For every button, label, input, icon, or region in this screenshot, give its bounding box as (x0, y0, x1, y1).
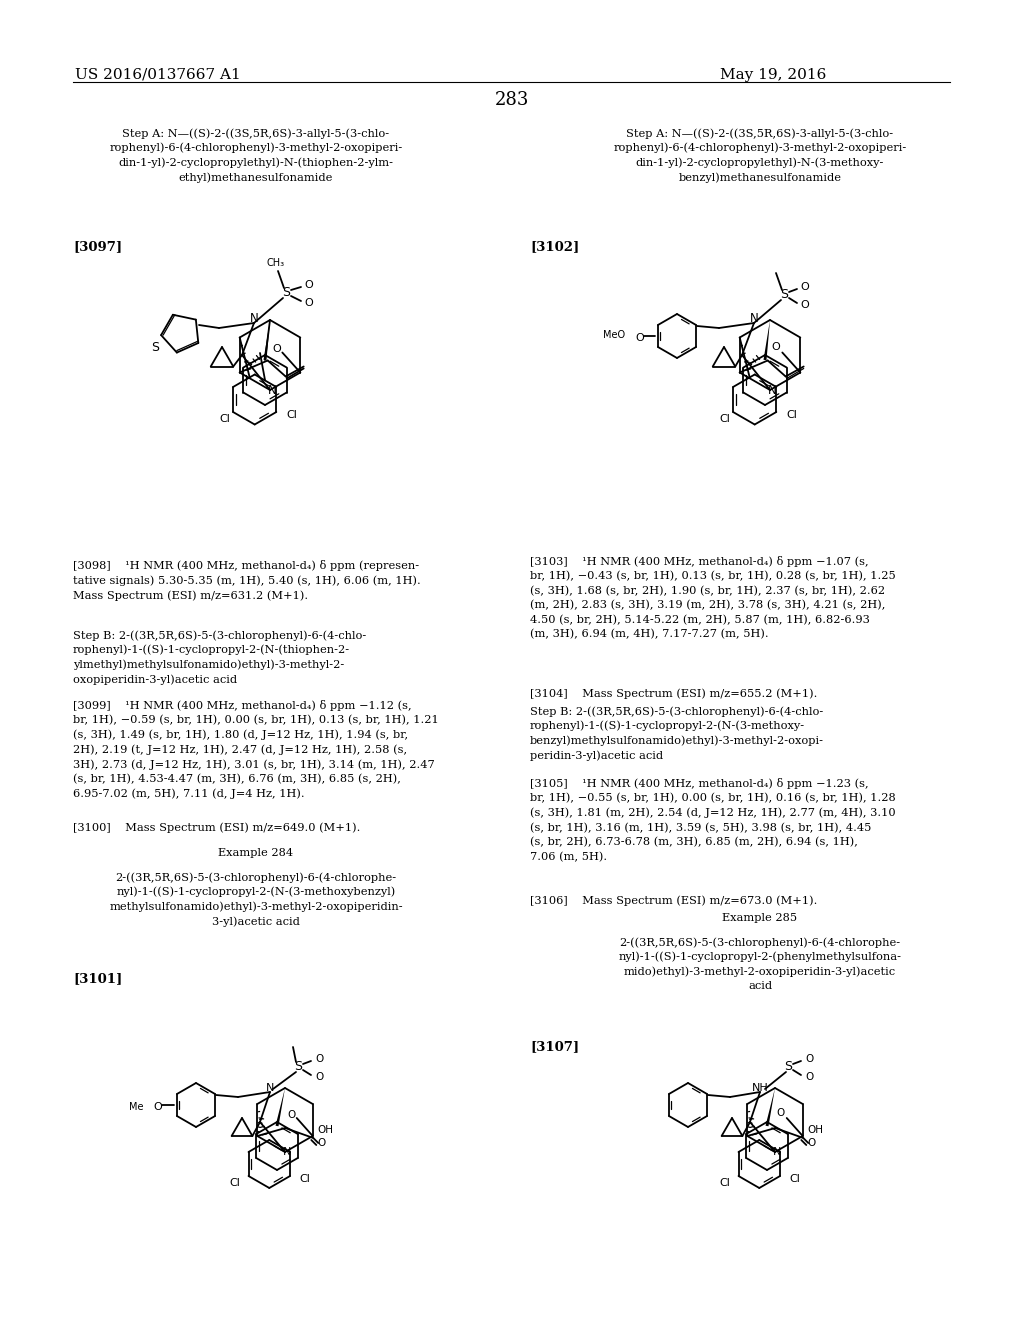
Text: [3107]: [3107] (530, 1040, 580, 1053)
Text: O: O (317, 1138, 326, 1148)
Text: S: S (151, 341, 159, 354)
Text: S: S (784, 1060, 792, 1073)
Text: S: S (780, 289, 788, 301)
Text: Me: Me (129, 1102, 144, 1111)
Text: O: O (805, 1053, 813, 1064)
Text: O: O (314, 1053, 324, 1064)
Text: O: O (771, 342, 779, 352)
Text: O: O (288, 1110, 296, 1119)
Text: NH: NH (752, 1082, 768, 1093)
Polygon shape (263, 319, 270, 360)
Text: N: N (768, 384, 776, 396)
Polygon shape (766, 1088, 775, 1126)
Text: O: O (801, 282, 809, 292)
Text: S: S (294, 1060, 302, 1073)
Text: O: O (304, 280, 313, 290)
Text: Cl: Cl (219, 414, 230, 424)
Text: [3104]    Mass Spectrum (ESI) m/z=655.2 (M+1).: [3104] Mass Spectrum (ESI) m/z=655.2 (M+… (530, 688, 817, 698)
Text: O: O (807, 1138, 815, 1148)
Text: [3100]    Mass Spectrum (ESI) m/z=649.0 (M+1).: [3100] Mass Spectrum (ESI) m/z=649.0 (M+… (73, 822, 360, 833)
Polygon shape (764, 319, 770, 360)
Text: [3103]    ¹H NMR (400 MHz, methanol-d₄) δ ppm −1.07 (s,
br, 1H), −0.43 (s, br, 1: [3103] ¹H NMR (400 MHz, methanol-d₄) δ p… (530, 556, 896, 640)
Text: S: S (282, 286, 290, 300)
Text: N: N (750, 313, 759, 326)
Text: OH: OH (317, 1125, 333, 1135)
Text: [3098]    ¹H NMR (400 MHz, methanol-d₄) δ ppm (represen-
tative signals) 5.30-5.: [3098] ¹H NMR (400 MHz, methanol-d₄) δ p… (73, 560, 421, 601)
Text: [3097]: [3097] (73, 240, 122, 253)
Text: Cl: Cl (790, 1173, 800, 1184)
Text: N: N (773, 1147, 781, 1158)
Text: Step A: N—((S)-2-((3S,5R,6S)-3-allyl-5-(3-chlo-
rophenyl)-6-(4-chlorophenyl)-3-m: Step A: N—((S)-2-((3S,5R,6S)-3-allyl-5-(… (613, 128, 906, 183)
Text: [3105]    ¹H NMR (400 MHz, methanol-d₄) δ ppm −1.23 (s,
br, 1H), −0.55 (s, br, 1: [3105] ¹H NMR (400 MHz, methanol-d₄) δ p… (530, 777, 896, 862)
Text: O: O (805, 1072, 813, 1082)
Text: Example 285: Example 285 (723, 913, 798, 923)
Text: Step B: 2-((3R,5R,6S)-5-(3-chlorophenyl)-6-(4-chlo-
rophenyl)-1-((S)-1-cycloprop: Step B: 2-((3R,5R,6S)-5-(3-chlorophenyl)… (73, 630, 367, 685)
Text: [3101]: [3101] (73, 972, 122, 985)
Text: [3106]    Mass Spectrum (ESI) m/z=673.0 (M+1).: [3106] Mass Spectrum (ESI) m/z=673.0 (M+… (530, 895, 817, 906)
Text: Cl: Cl (786, 409, 798, 420)
Text: 2-((3R,5R,6S)-5-(3-chlorophenyl)-6-(4-chlorophe-
nyl)-1-((S)-1-cyclopropyl-2-(N-: 2-((3R,5R,6S)-5-(3-chlorophenyl)-6-(4-ch… (110, 873, 402, 927)
Text: MeO: MeO (603, 330, 625, 341)
Text: CH₃: CH₃ (267, 257, 285, 268)
Text: US 2016/0137667 A1: US 2016/0137667 A1 (75, 69, 241, 82)
Text: N: N (250, 313, 258, 326)
Text: 2-((3R,5R,6S)-5-(3-chlorophenyl)-6-(4-chlorophe-
nyl)-1-((S)-1-cyclopropyl-2-(ph: 2-((3R,5R,6S)-5-(3-chlorophenyl)-6-(4-ch… (618, 937, 901, 991)
Text: Example 284: Example 284 (218, 847, 294, 858)
Text: N: N (266, 1082, 274, 1093)
Text: Cl: Cl (229, 1177, 241, 1188)
Text: 283: 283 (495, 91, 529, 110)
Text: O: O (776, 1107, 784, 1118)
Text: O: O (314, 1072, 324, 1082)
Text: O: O (304, 298, 313, 308)
Text: [3099]    ¹H NMR (400 MHz, methanol-d₄) δ ppm −1.12 (s,
br, 1H), −0.59 (s, br, 1: [3099] ¹H NMR (400 MHz, methanol-d₄) δ p… (73, 700, 438, 800)
Text: OH: OH (807, 1125, 823, 1135)
Text: Step A: N—((S)-2-((3S,5R,6S)-3-allyl-5-(3-chlo-
rophenyl)-6-(4-chlorophenyl)-3-m: Step A: N—((S)-2-((3S,5R,6S)-3-allyl-5-(… (110, 128, 402, 183)
Text: O: O (272, 345, 281, 355)
Text: [3102]: [3102] (530, 240, 580, 253)
Text: O: O (636, 333, 644, 343)
Text: N: N (267, 384, 276, 396)
Text: O: O (154, 1102, 163, 1111)
Polygon shape (275, 1088, 285, 1126)
Text: O: O (801, 300, 809, 310)
Text: Step B: 2-((3R,5R,6S)-5-(3-chlorophenyl)-6-(4-chlo-
rophenyl)-1-((S)-1-cycloprop: Step B: 2-((3R,5R,6S)-5-(3-chlorophenyl)… (530, 706, 824, 762)
Text: Cl: Cl (287, 409, 298, 420)
Text: Cl: Cl (720, 414, 730, 424)
Text: May 19, 2016: May 19, 2016 (720, 69, 826, 82)
Text: Cl: Cl (720, 1177, 730, 1188)
Text: N: N (283, 1147, 291, 1158)
Text: Cl: Cl (299, 1173, 310, 1184)
